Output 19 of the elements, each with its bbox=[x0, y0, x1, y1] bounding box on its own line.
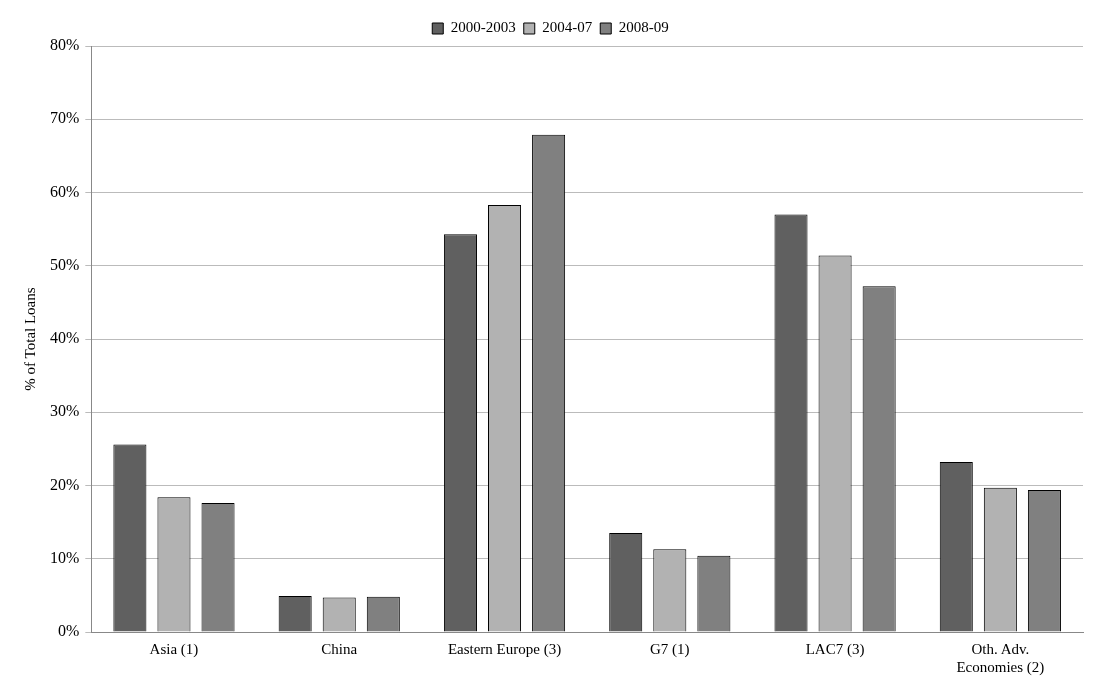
legend-label: 2000-2003 bbox=[450, 19, 516, 36]
y-tick-label: 50% bbox=[50, 255, 80, 273]
x-tick-label: Asia (1) bbox=[149, 640, 199, 658]
x-tick-label: G7 (1) bbox=[650, 640, 690, 658]
x-tick-label: LAC7 (3) bbox=[805, 640, 865, 658]
y-tick-label: 80% bbox=[50, 36, 80, 54]
x-tick-label: China bbox=[321, 640, 358, 657]
x-tick-label: Oth. Adv. Economies (2) bbox=[956, 640, 1045, 676]
y-tick-label: 0% bbox=[58, 622, 80, 640]
y-tick-label: 70% bbox=[50, 109, 80, 127]
y-tick-label: 30% bbox=[50, 402, 80, 420]
y-tick-label: 10% bbox=[50, 548, 80, 566]
legend-label: 2004-07 bbox=[542, 19, 593, 36]
legend-label: 2008-09 bbox=[618, 19, 669, 36]
y-axis-title: % of Total Loans bbox=[21, 287, 38, 391]
x-tick-label: Eastern Europe (3) bbox=[447, 640, 562, 658]
y-tick-label: 40% bbox=[50, 329, 80, 347]
y-tick-label: 60% bbox=[50, 182, 80, 200]
y-tick-label: 20% bbox=[50, 475, 80, 493]
